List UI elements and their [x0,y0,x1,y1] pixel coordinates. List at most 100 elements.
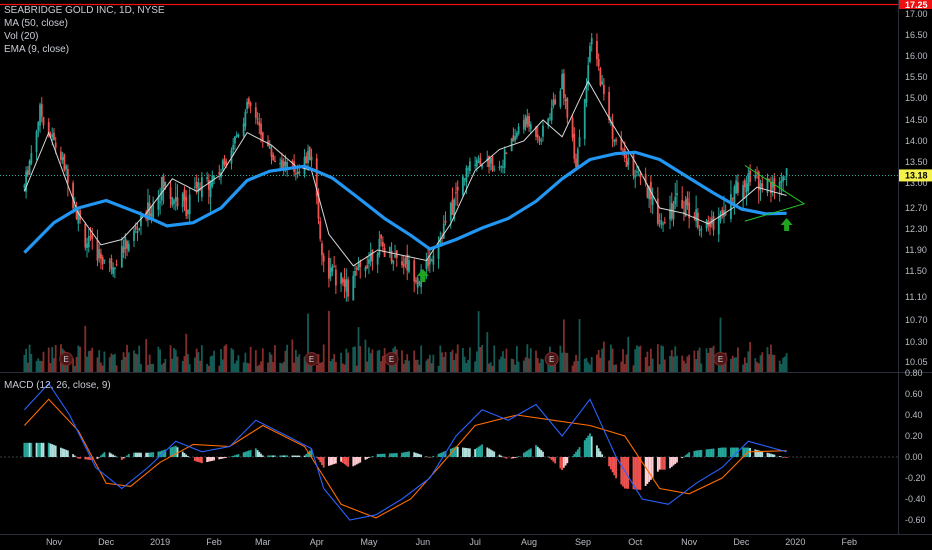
candle-body [357,264,360,270]
candle-body [26,170,29,175]
volume-bar [402,363,405,372]
macd-histogram-bar [242,452,245,457]
price-tick-label: 16.50 [905,30,928,40]
candle-body [159,201,162,203]
volume-bar [108,357,111,372]
macd-histogram-bar [322,457,325,468]
macd-histogram-bar [637,457,640,490]
candle-body [566,98,569,118]
macd-histogram-bar [575,451,577,457]
candle-body [223,158,226,165]
macd-histogram-bar [164,449,167,457]
price-tick-label: 15.50 [905,72,928,82]
time-tick-label: Nov [681,537,698,547]
macd-histogram-bar [334,457,337,464]
macd-histogram-bar [113,455,116,457]
macd-histogram-bar [622,457,624,487]
volume-bar [589,364,591,372]
volume-bar [79,346,81,372]
volume-bar [468,347,471,372]
macd-histogram-bar [707,449,710,457]
macd-histogram-bar [169,447,172,457]
candle-body [37,122,40,131]
volume-bar [185,333,188,372]
candle-body [127,243,130,251]
volume-bar [296,356,299,372]
candle-body [615,139,617,142]
candle-body [249,103,252,107]
macd-histogram-bar [432,456,435,457]
candle-body [305,156,308,163]
candle-body [235,134,238,137]
macd-histogram-bar [538,448,541,457]
volume-bar [49,363,52,372]
macd-histogram-bar [174,445,177,457]
macd-histogram-bar [599,451,602,457]
volume-bar [437,365,440,372]
time-tick-label: 2019 [150,537,170,547]
candle-body [242,123,245,136]
volume-bar [754,358,757,372]
volume-bar [622,349,624,372]
volume-bar [644,357,647,372]
candle-body [35,131,38,152]
volume-bar [249,346,252,372]
volume-bar [698,347,701,372]
macd-histogram-bar [343,457,346,465]
candle-body [270,148,273,157]
macd-histogram-bar [404,452,407,457]
candle-body [378,238,381,256]
macd-histogram-bar [136,452,139,457]
volume-bar [526,344,529,372]
volume-bar [53,358,55,372]
volume-bar [542,359,544,372]
volume-bar [341,363,344,372]
candle-body [401,261,403,266]
candle-body [100,253,102,259]
candle-body [583,99,586,140]
volume-bar [430,363,433,372]
volume-bar [200,345,203,372]
macd-histogram-bar [676,457,678,463]
candle-body [408,260,410,272]
macd-histogram-bar [623,457,626,489]
candle-body [468,161,471,172]
macd-histogram-bar [237,454,240,457]
volume-bar [550,362,553,372]
volume-bar [524,357,527,372]
macd-histogram-bar [601,454,604,457]
top-price-tag [899,0,932,9]
candle-body [75,208,78,219]
macd-histogram-bar [441,452,443,457]
candle-body [23,185,26,188]
macd-histogram-bar [256,450,259,457]
candle-body [602,84,605,95]
volume-bar [223,345,226,372]
volume-bar [308,365,311,372]
volume-bar [759,355,762,372]
candle-body [162,175,165,189]
volume-bar [230,348,233,372]
candle-body [321,243,323,256]
macd-histogram-bar [42,442,45,457]
volume-bar [267,362,269,372]
macd-histogram-bar [439,453,442,457]
candle-body [206,177,208,180]
macd-histogram-bar [730,447,732,457]
macd-histogram-bar [491,450,494,457]
volume-bar [136,354,139,372]
macd-histogram-bar [451,448,454,457]
volume-bar [432,354,435,372]
macd-histogram-bar [260,453,262,457]
macd-histogram-bar [783,457,786,458]
macd-histogram-bar [477,446,480,457]
macd-histogram-bar [674,457,677,464]
candle-body [272,154,275,160]
candle-body [733,186,736,204]
macd-histogram-bar [660,457,663,470]
candle-body [187,209,189,214]
macd-histogram-bar [183,453,186,457]
volume-bar [743,357,746,372]
candle-body [502,166,504,168]
